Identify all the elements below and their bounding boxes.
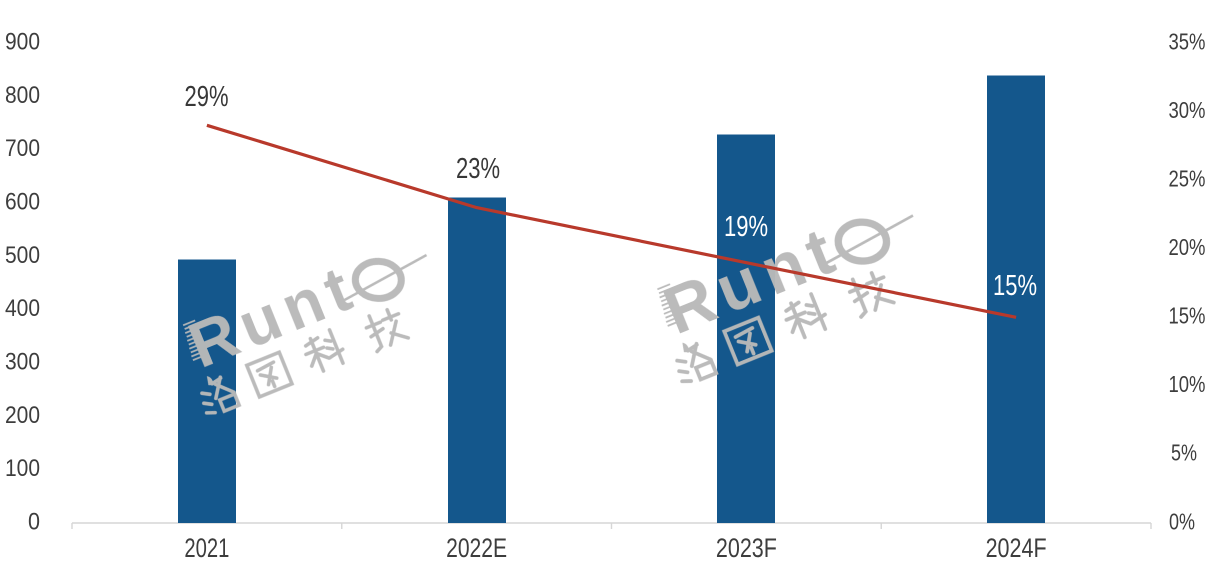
- svg-text:2021: 2021: [184, 533, 229, 563]
- svg-text:0%: 0%: [1169, 508, 1195, 534]
- svg-text:600: 600: [5, 189, 40, 216]
- svg-text:900: 900: [5, 29, 40, 56]
- svg-text:2024F: 2024F: [986, 533, 1047, 563]
- svg-text:2023F: 2023F: [716, 533, 777, 563]
- svg-text:23%: 23%: [456, 153, 500, 185]
- svg-text:20%: 20%: [1169, 234, 1206, 260]
- svg-text:0: 0: [28, 509, 40, 536]
- svg-text:15%: 15%: [993, 270, 1037, 302]
- svg-text:5%: 5%: [1171, 440, 1197, 466]
- svg-text:400: 400: [5, 295, 40, 322]
- svg-text:25%: 25%: [1169, 165, 1206, 191]
- svg-text:200: 200: [5, 402, 40, 429]
- svg-text:300: 300: [5, 349, 40, 376]
- svg-text:30%: 30%: [1169, 97, 1206, 123]
- svg-text:15%: 15%: [1169, 303, 1206, 329]
- svg-text:29%: 29%: [185, 81, 229, 113]
- svg-text:10%: 10%: [1169, 371, 1206, 397]
- svg-text:2022E: 2022E: [446, 533, 507, 563]
- svg-text:19%: 19%: [724, 211, 768, 243]
- svg-text:700: 700: [5, 135, 40, 162]
- svg-text:35%: 35%: [1169, 28, 1206, 54]
- svg-text:100: 100: [5, 455, 40, 482]
- svg-text:800: 800: [5, 82, 40, 109]
- svg-text:500: 500: [5, 242, 40, 269]
